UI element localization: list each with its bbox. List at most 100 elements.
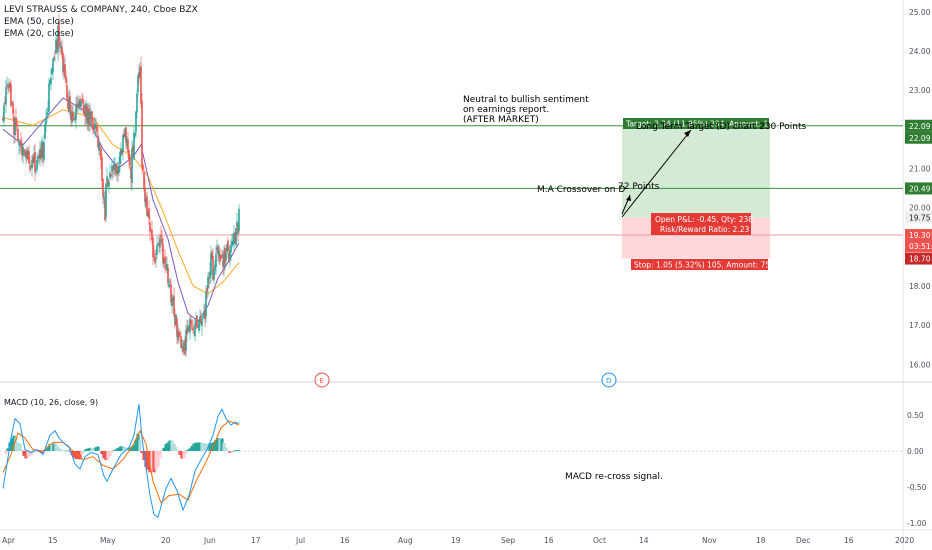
candle-body xyxy=(235,228,237,246)
candle-body xyxy=(191,325,193,327)
time-tick-label: Jun xyxy=(203,536,216,545)
candle-body xyxy=(44,124,46,139)
macd-histogram-bar xyxy=(110,451,114,453)
macd-histogram-bar xyxy=(118,446,122,451)
candle-body xyxy=(100,148,102,160)
candle-body xyxy=(152,238,154,258)
candle-body xyxy=(37,156,39,160)
macd-histogram-bar xyxy=(50,444,54,451)
candle-body xyxy=(166,264,168,271)
target-label-box xyxy=(623,118,769,129)
time-tick-label: Oct xyxy=(593,536,606,545)
candle-body xyxy=(47,108,49,111)
candle-body xyxy=(116,170,118,174)
candle-body xyxy=(82,98,84,104)
macd-histogram-bar xyxy=(66,450,70,451)
candle-body xyxy=(195,317,197,325)
macd-histogram-bar xyxy=(170,440,174,451)
candle-body xyxy=(33,154,35,164)
candle-body xyxy=(173,296,175,316)
macd-histogram-bar xyxy=(80,451,84,455)
candle-body xyxy=(25,151,27,158)
macd-histogram-bar xyxy=(6,448,10,451)
candle-body xyxy=(11,102,13,104)
candle-body xyxy=(57,25,59,53)
candle-body xyxy=(201,320,203,327)
macd-histogram-bar xyxy=(210,443,214,451)
macd-histogram-bar xyxy=(34,451,38,452)
candle-body xyxy=(99,147,101,149)
candle-body xyxy=(53,56,55,60)
candle-body xyxy=(230,246,232,252)
macd-tick-label: 0.50 xyxy=(907,411,924,420)
candle-body xyxy=(154,256,156,263)
macd-histogram-bar xyxy=(114,449,118,451)
candle-body xyxy=(94,124,96,129)
time-tick-label: 20 xyxy=(161,536,171,545)
macd-histogram-bar xyxy=(218,438,222,451)
candle-body xyxy=(143,171,145,190)
macd-histogram-bar xyxy=(180,451,184,459)
candle-body xyxy=(107,179,109,187)
price-tick-label: 17.00 xyxy=(909,321,931,330)
candle-body xyxy=(130,167,132,180)
macd-histogram-bar xyxy=(168,440,172,451)
candle-body xyxy=(115,163,117,174)
candles-group xyxy=(2,14,240,358)
stop-label-box xyxy=(631,259,768,270)
candle-body xyxy=(3,105,5,122)
ema50-line xyxy=(2,109,240,295)
candle-body xyxy=(87,110,89,125)
candle-body xyxy=(96,126,98,132)
candle-body xyxy=(193,332,195,334)
macd-histogram-bar xyxy=(138,440,142,451)
candle-body xyxy=(133,132,135,160)
red-badge-bg xyxy=(905,229,932,242)
candle-body xyxy=(189,318,191,333)
candle-body xyxy=(66,85,68,99)
candle-body xyxy=(223,251,225,268)
ma-points-label: 72 Points xyxy=(618,182,660,192)
candle-body xyxy=(12,102,14,114)
candle-body xyxy=(157,243,159,245)
macd-histogram-bar xyxy=(146,451,150,470)
candle-body xyxy=(34,152,36,173)
macd-histogram-bar xyxy=(188,448,192,451)
candle-body xyxy=(41,140,43,158)
candle-body xyxy=(209,271,211,278)
macd-histogram-bar xyxy=(120,446,124,451)
candle-body xyxy=(61,47,63,55)
macd-signal-line xyxy=(2,420,240,504)
candle-body xyxy=(182,345,184,353)
macd-histogram-bar xyxy=(166,442,170,451)
macd-histogram-bar xyxy=(130,446,134,451)
candle-body xyxy=(202,316,204,318)
candle-body xyxy=(232,240,234,245)
candle-body xyxy=(176,318,178,337)
candle-body xyxy=(114,165,116,168)
sentiment-line-2: on earnings report. xyxy=(463,105,550,115)
candle-body xyxy=(231,241,233,247)
candle-body xyxy=(78,101,80,107)
time-tick-label: 16 xyxy=(544,536,554,545)
position-stats-box xyxy=(651,213,751,235)
candle-body xyxy=(2,117,4,121)
candle-body xyxy=(194,324,196,337)
candle-body xyxy=(13,116,15,135)
macd-histogram-bar xyxy=(96,446,100,451)
ma-arrow-head xyxy=(626,195,631,201)
candle-body xyxy=(208,278,210,280)
candle-body xyxy=(122,135,124,153)
candle-body xyxy=(7,85,9,89)
candle-body xyxy=(97,135,99,148)
candle-body xyxy=(158,242,160,246)
macd-histogram-bar xyxy=(92,448,96,451)
candle-body xyxy=(50,77,52,84)
price-tick-label: 16.00 xyxy=(909,360,931,369)
candle-body xyxy=(84,115,86,117)
candle-body xyxy=(213,270,215,280)
candle-body xyxy=(131,148,133,184)
macd-histogram-bar xyxy=(164,444,168,451)
macd-histogram-bar xyxy=(220,438,224,451)
candle-body xyxy=(126,139,128,146)
